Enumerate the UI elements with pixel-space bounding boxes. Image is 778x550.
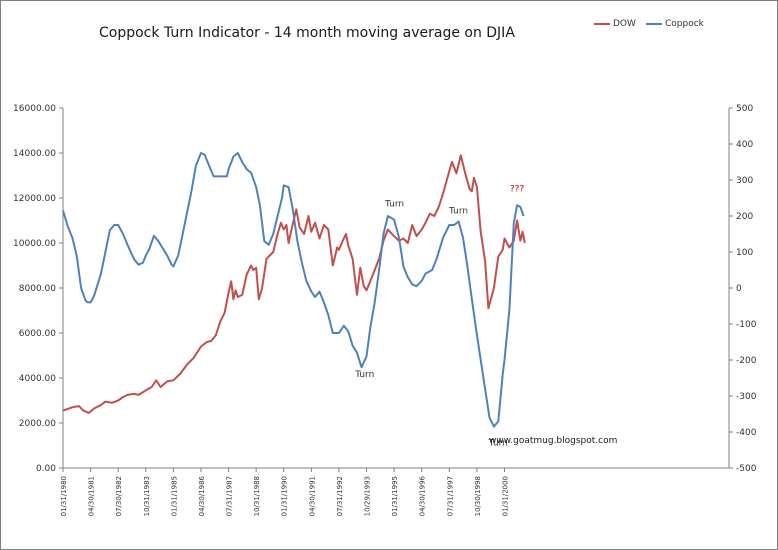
y-right-tick-label: 200 xyxy=(736,212,753,222)
y-right-tick-label: 500 xyxy=(736,104,753,114)
x-tick-label: 10/29/1993 xyxy=(364,476,372,516)
series-line-coppock xyxy=(62,152,525,428)
y-right-tick-label: -400 xyxy=(736,428,757,438)
x-tick-label: 04/30/1981 xyxy=(88,476,96,516)
annotation-label: Turn xyxy=(488,438,508,448)
watermark-text: www.goatmug.blogspot.com xyxy=(489,436,617,446)
series-line-dow xyxy=(62,154,526,414)
y-left-tick-label: 12000.00 xyxy=(13,194,56,204)
x-tick-label: 04/30/1991 xyxy=(308,476,316,516)
x-tick-label: 07/31/1997 xyxy=(446,476,454,516)
annotation-label: Turn xyxy=(384,199,404,209)
y-left-tick-label: 4000.00 xyxy=(19,374,56,384)
x-tick-label: 10/31/1988 xyxy=(253,476,261,516)
y-right-tick-label: -100 xyxy=(736,320,757,330)
x-tick-label: 04/30/1996 xyxy=(419,475,427,516)
y-left-tick-label: 0.00 xyxy=(36,464,56,474)
x-tick-label: 01/31/1995 xyxy=(391,476,399,516)
x-tick-label: 07/31/1987 xyxy=(226,476,234,516)
y-left-tick-label: 6000.00 xyxy=(19,329,56,339)
y-left-tick-label: 2000.00 xyxy=(19,419,56,429)
legend-swatch-dow xyxy=(594,23,610,25)
annotation-label: Turn xyxy=(448,207,468,217)
y-right-tick-label: -500 xyxy=(736,464,757,474)
legend-label-coppock: Coppock xyxy=(665,19,704,29)
chart-title: Coppock Turn Indicator - 14 month moving… xyxy=(99,25,515,41)
y-right-tick-label: 400 xyxy=(736,140,753,150)
y-right-tick-label: 300 xyxy=(736,176,753,186)
annotation-label: ??? xyxy=(510,185,525,195)
y-left-tick-label: 8000.00 xyxy=(19,284,56,294)
y-right-tick-label: 0 xyxy=(736,284,742,294)
x-tick-label: 01/31/1985 xyxy=(170,476,178,516)
x-tick-label: 04/30/1986 xyxy=(198,475,206,516)
legend-item-dow: DOW xyxy=(594,19,636,29)
legend-label-dow: DOW xyxy=(613,19,636,29)
x-tick-label: 07/31/1992 xyxy=(336,476,344,516)
y-right-tick-label: 100 xyxy=(736,248,753,258)
x-tick-label: 07/30/1982 xyxy=(115,476,123,516)
x-tick-label: 10/30/1998 xyxy=(474,476,482,516)
y-left-tick-label: 14000.00 xyxy=(13,149,56,159)
x-tick-label: 01/31/2000 xyxy=(501,476,509,516)
legend-swatch-coppock xyxy=(646,23,662,25)
annotation-label: Turn xyxy=(354,370,374,380)
legend-item-coppock: Coppock xyxy=(646,19,704,29)
y-left-tick-label: 16000.00 xyxy=(13,104,56,114)
y-right-tick-label: -200 xyxy=(736,356,757,366)
x-tick-label: 10/31/1983 xyxy=(143,476,151,516)
y-left-tick-label: 10000.00 xyxy=(13,239,56,249)
x-tick-label: 01/31/1980 xyxy=(60,476,68,516)
y-right-tick-label: -300 xyxy=(736,392,757,402)
x-tick-label: 01/31/1990 xyxy=(281,476,289,516)
